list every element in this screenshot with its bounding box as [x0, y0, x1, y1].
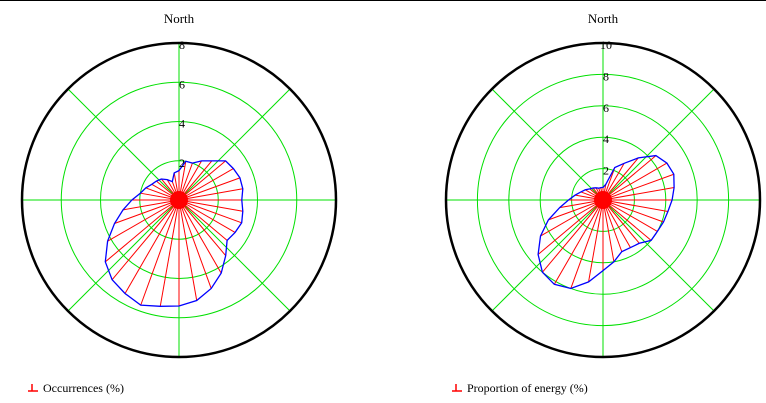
data-spoke: [602, 173, 674, 201]
data-spoke: [107, 199, 180, 242]
data-spoke: [114, 199, 180, 224]
occurrences-wind-rose: North 2 4 6 8 Occurrences (%): [20, 11, 338, 395]
data-spoke: [602, 199, 640, 244]
data-spoke: [124, 199, 180, 294]
data-spoke: [178, 199, 243, 212]
outer-ring: [444, 41, 762, 359]
data-spoke: [178, 199, 212, 289]
data-spoke: [602, 199, 631, 248]
r-tick-label: 8: [179, 38, 185, 52]
r-tick-label: 2: [603, 164, 609, 178]
data-spoke: [178, 199, 228, 241]
data-spoke: [537, 199, 604, 255]
r-tick-label: 2: [179, 156, 185, 170]
data-spoke: [178, 177, 241, 201]
r-tick-label: 4: [603, 132, 609, 146]
data-spoke: [602, 199, 658, 232]
data-spoke: [178, 188, 243, 201]
data-spoke: [159, 199, 180, 307]
data-spoke: [105, 199, 180, 263]
data-spoke: [602, 157, 639, 201]
legend-marker-icon: [28, 384, 38, 392]
data-spoke: [570, 199, 604, 289]
radial-gridline: [602, 199, 715, 312]
data-spoke: [602, 199, 664, 223]
data-spoke: [178, 199, 236, 233]
series-outline: [104, 160, 244, 307]
legend-label: Occurrences (%): [43, 381, 124, 395]
data-spoke: [540, 199, 604, 237]
data-spoke: [178, 160, 226, 201]
data-spoke: [111, 199, 180, 280]
data-spoke: [542, 199, 604, 273]
north-label: North: [588, 11, 619, 26]
data-spoke: [548, 199, 604, 221]
data-spoke: [178, 168, 234, 201]
data-spoke: [602, 162, 668, 201]
legend-label: Proportion of energy (%): [467, 381, 588, 395]
data-spoke: [178, 199, 198, 301]
r-tick-label: 10: [600, 38, 612, 52]
r-tick-label: 6: [179, 77, 185, 91]
data-spoke: [602, 199, 652, 241]
energy-wind-rose: North 2 4 6 8 10 Proportion of energy (%): [444, 11, 762, 395]
r-tick-label: 6: [603, 101, 609, 115]
legend-marker-icon: [452, 384, 462, 392]
center-hub: [170, 191, 188, 209]
grid-ring: [476, 73, 730, 327]
series-outline: [537, 154, 675, 290]
data-spoke: [602, 199, 669, 212]
data-spoke: [178, 199, 242, 224]
data-spoke: [602, 155, 657, 201]
data-spoke: [178, 199, 227, 256]
r-tick-label: 8: [603, 69, 609, 83]
outer-ring: [20, 41, 338, 359]
data-spoke: [178, 199, 222, 274]
data-spoke: [140, 199, 180, 306]
data-spoke: [602, 186, 675, 201]
data-spoke: [553, 199, 604, 285]
data-spoke: [602, 199, 623, 252]
north-label: North: [164, 11, 195, 26]
radial-gridline: [491, 88, 604, 201]
radial-gridline: [491, 199, 604, 312]
r-tick-label: 4: [179, 117, 185, 131]
grid-ring: [508, 105, 698, 295]
grid-ring: [60, 81, 298, 319]
center-hub: [594, 191, 612, 209]
data-spoke: [122, 199, 180, 211]
data-spoke: [588, 199, 604, 283]
data-spoke: [602, 199, 615, 262]
legend: Occurrences (%): [28, 381, 124, 395]
legend: Proportion of energy (%): [452, 381, 588, 395]
radial-gridline: [602, 88, 715, 201]
